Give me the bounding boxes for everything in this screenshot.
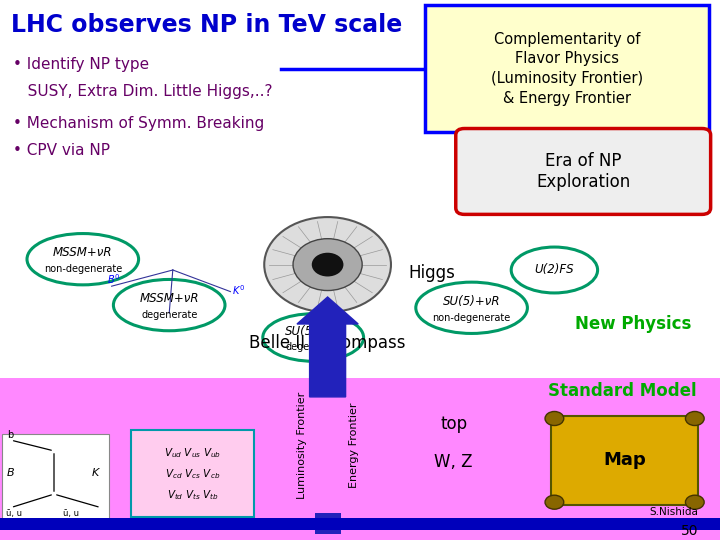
Text: • Identify NP type: • Identify NP type: [13, 57, 149, 72]
Text: ū, u: ū, u: [63, 509, 79, 518]
Text: U(2)FS: U(2)FS: [534, 264, 575, 276]
Text: W, Z: W, Z: [434, 453, 473, 471]
FancyBboxPatch shape: [2, 434, 109, 519]
FancyBboxPatch shape: [131, 430, 254, 517]
Ellipse shape: [27, 233, 139, 285]
Circle shape: [685, 495, 704, 509]
Bar: [0, 378, 720, 540]
Text: MSSM+νR: MSSM+νR: [140, 292, 199, 305]
Text: Map: Map: [603, 451, 646, 469]
Text: top: top: [440, 415, 467, 433]
Text: $B^0$: $B^0$: [107, 272, 120, 286]
Ellipse shape: [511, 247, 598, 293]
Circle shape: [293, 239, 362, 291]
Text: Standard Model: Standard Model: [549, 382, 697, 401]
Text: ū, u: ū, u: [6, 509, 22, 518]
Text: SU(5)+νR: SU(5)+νR: [284, 325, 342, 338]
Text: non-degenerate: non-degenerate: [433, 313, 510, 322]
Text: Luminosity Frontier: Luminosity Frontier: [297, 392, 307, 499]
Text: $V_{ud}\ V_{us}\ V_{ub}$
$V_{cd}\ V_{cs}\ V_{cb}$
$V_{td}\ V_{ts}\ V_{tb}$: $V_{ud}\ V_{us}\ V_{ub}$ $V_{cd}\ V_{cs}…: [164, 447, 222, 502]
Text: 50: 50: [681, 524, 698, 538]
Text: S.Nishida: S.Nishida: [649, 507, 698, 517]
Bar: [315, 513, 341, 534]
Circle shape: [685, 411, 704, 426]
Ellipse shape: [415, 282, 527, 334]
Text: MSSM+νR: MSSM+νR: [53, 246, 112, 259]
Text: New Physics: New Physics: [575, 315, 692, 333]
Text: Energy Frontier: Energy Frontier: [349, 403, 359, 488]
Text: SU(5)+νR: SU(5)+νR: [443, 295, 500, 308]
Text: • CPV via NP: • CPV via NP: [13, 143, 110, 158]
Text: degenerate: degenerate: [285, 342, 341, 352]
Text: • Mechanism of Symm. Breaking: • Mechanism of Symm. Breaking: [13, 116, 264, 131]
Text: SUSY, Extra Dim. Little Higgs,..?: SUSY, Extra Dim. Little Higgs,..?: [13, 84, 272, 99]
Text: non-degenerate: non-degenerate: [44, 264, 122, 274]
Text: degenerate: degenerate: [141, 310, 197, 320]
Bar: [0, 518, 720, 530]
Circle shape: [312, 253, 343, 276]
Circle shape: [264, 217, 391, 312]
Text: b: b: [7, 430, 14, 441]
Circle shape: [545, 411, 564, 426]
Text: Complementarity of
Flavor Physics
(Luminosity Frontier)
& Energy Frontier: Complementarity of Flavor Physics (Lumin…: [491, 32, 643, 106]
Text: LHC observes NP in TeV scale: LHC observes NP in TeV scale: [11, 14, 402, 37]
Circle shape: [545, 495, 564, 509]
Text: B: B: [7, 468, 15, 478]
Ellipse shape: [113, 280, 225, 330]
FancyBboxPatch shape: [551, 416, 698, 505]
Text: Era of NP
Exploration: Era of NP Exploration: [536, 152, 630, 191]
FancyArrow shape: [297, 297, 359, 397]
FancyBboxPatch shape: [456, 129, 711, 214]
Text: K: K: [92, 468, 99, 478]
Text: Belle II = Compass: Belle II = Compass: [249, 334, 406, 352]
Ellipse shape: [263, 314, 364, 361]
Text: Higgs: Higgs: [408, 264, 456, 282]
Text: $K^0$: $K^0$: [232, 284, 245, 298]
FancyBboxPatch shape: [425, 5, 709, 132]
